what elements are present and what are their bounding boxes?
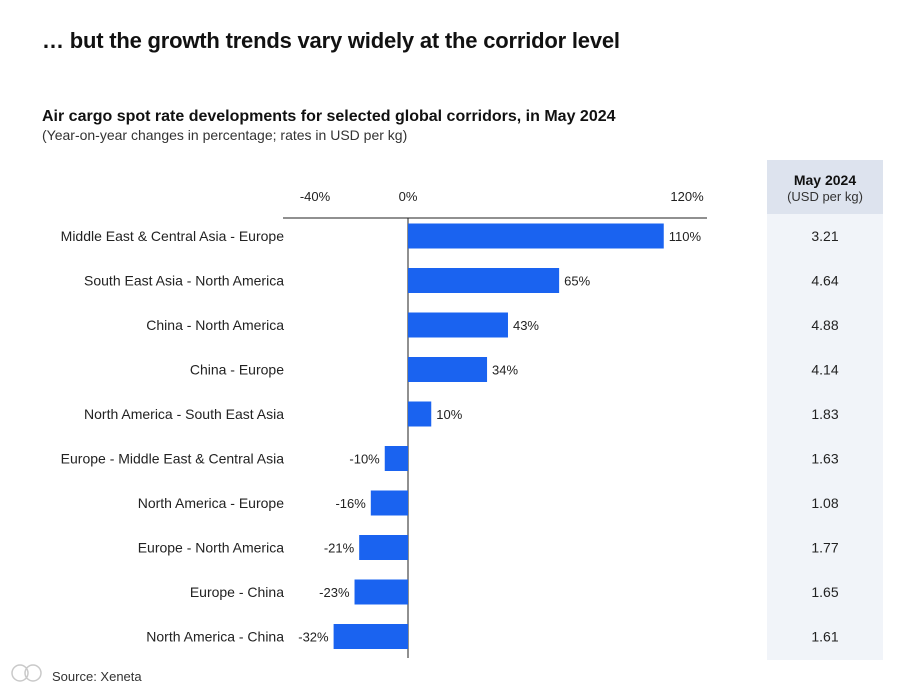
data-label: -23% (319, 585, 350, 600)
category-label: China - Europe (190, 362, 284, 378)
bar (408, 357, 488, 382)
category-label: North America - South East Asia (84, 406, 284, 422)
rate-value: 1.63 (811, 451, 838, 467)
x-tick-label: 120% (670, 189, 704, 204)
category-label: China - North America (146, 317, 284, 333)
bar (354, 579, 408, 605)
rates-column-header: May 2024 (USD per kg) (767, 160, 883, 214)
rate-value: 3.21 (811, 228, 838, 244)
data-label: 10% (436, 407, 462, 422)
rate-value: 4.14 (811, 362, 838, 378)
bar (408, 401, 432, 427)
data-label: -32% (298, 630, 329, 645)
bar (370, 490, 408, 516)
bar (408, 312, 508, 338)
rates-header-unit: (USD per kg) (787, 189, 863, 204)
rate-value: 1.83 (811, 406, 838, 422)
bar (359, 535, 408, 560)
data-label: 34% (492, 363, 518, 378)
rate-value: 1.65 (811, 584, 838, 600)
category-label: South East Asia - North America (84, 273, 284, 289)
category-label: Middle East & Central Asia - Europe (61, 228, 285, 244)
category-label: Europe - Middle East & Central Asia (61, 451, 285, 467)
category-label: North America - China (146, 629, 284, 645)
bar (333, 624, 408, 649)
bar (408, 223, 664, 249)
data-label: -16% (335, 496, 366, 511)
x-tick-label: 0% (399, 189, 418, 204)
data-label: 65% (564, 274, 590, 289)
source-note: Source: Xeneta (52, 669, 142, 684)
category-label: Europe - North America (138, 540, 284, 556)
chart-title: Air cargo spot rate developments for sel… (42, 108, 616, 125)
rate-value: 4.88 (811, 317, 838, 333)
rates-header-title: May 2024 (793, 172, 857, 188)
category-label: Europe - China (190, 584, 284, 600)
data-label: 110% (669, 229, 702, 244)
data-label: 43% (513, 318, 539, 333)
rate-value: 1.61 (811, 629, 838, 645)
category-label: North America - Europe (138, 495, 284, 511)
rate-value: 4.64 (811, 273, 838, 289)
bar (384, 446, 408, 471)
data-label: -21% (324, 541, 355, 556)
page-heading: … but the growth trends vary widely at t… (42, 28, 620, 53)
x-tick-label: -40% (300, 189, 331, 204)
rates-column-panel (767, 160, 883, 660)
bar (408, 268, 560, 293)
watermark-logo (11, 664, 42, 682)
data-label: -10% (349, 452, 380, 467)
chart-subtitle: (Year-on-year changes in percentage; rat… (42, 127, 408, 143)
rate-value: 1.77 (811, 540, 838, 556)
rate-value: 1.08 (811, 495, 838, 511)
